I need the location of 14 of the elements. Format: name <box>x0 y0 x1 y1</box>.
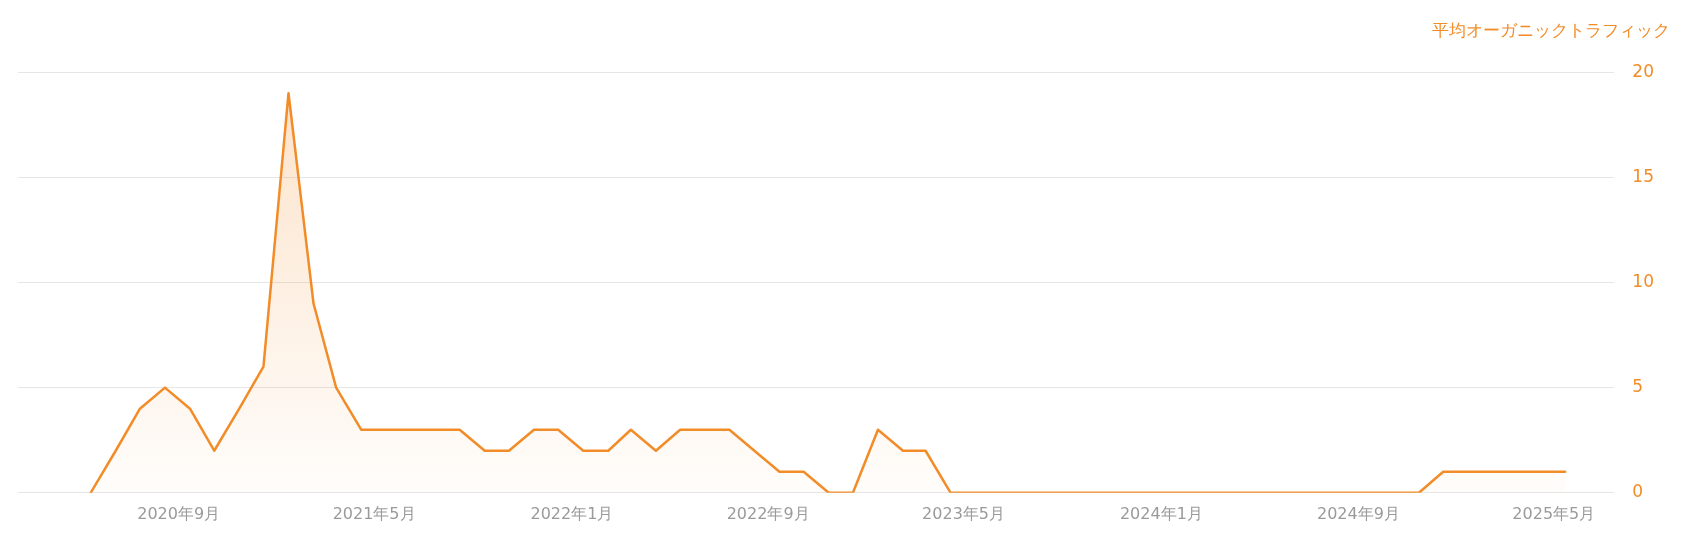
y-tick-label: 20 <box>1632 60 1655 81</box>
y-tick-label: 5 <box>1632 376 1644 397</box>
y-tick-label: 10 <box>1632 270 1655 291</box>
x-tick-label: 2022年1月 <box>530 503 614 523</box>
y-tick-label: 15 <box>1632 165 1655 186</box>
x-tick-label: 2022年9月 <box>726 503 810 523</box>
x-tick-label: 2024年9月 <box>1316 503 1400 523</box>
x-tick-label: 2021年5月 <box>332 503 416 523</box>
y-axis-title: 平均オーガニックトラフィック <box>1431 19 1671 42</box>
x-tick-label: 2020年9月 <box>137 503 221 523</box>
x-tick-label: 2025年5月 <box>1512 503 1596 523</box>
x-tick-label: 2024年1月 <box>1119 503 1203 523</box>
x-tick-label: 2023年5月 <box>922 503 1005 523</box>
y-tick-label: 0 <box>1632 481 1644 502</box>
